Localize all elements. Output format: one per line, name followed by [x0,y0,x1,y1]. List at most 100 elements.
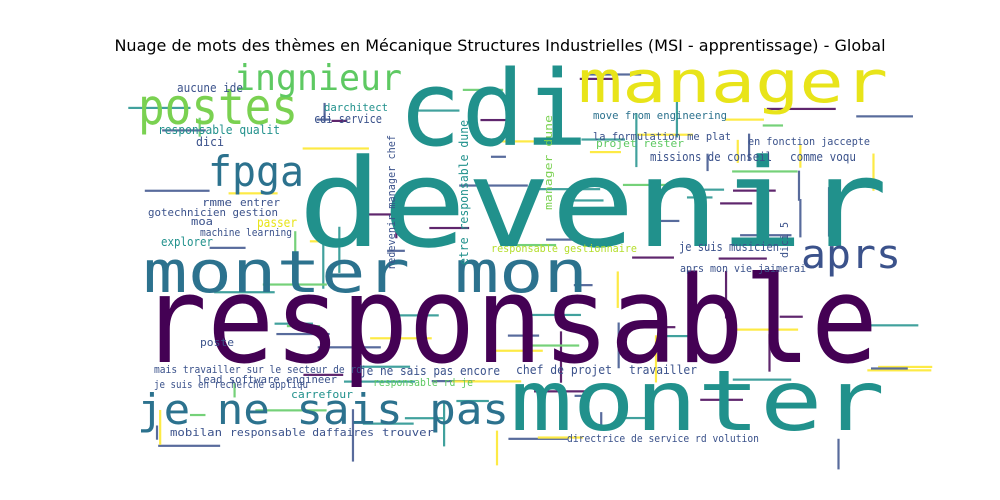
word-10: aprs [801,232,901,278]
filler-mark [338,226,341,273]
filler-mark [762,124,784,127]
filler-mark [309,240,343,243]
filler-mark [837,438,840,470]
filler-mark [664,334,693,338]
word-24: moa [191,215,213,228]
filler-mark [700,398,743,401]
filler-mark [617,322,620,369]
word-20: aucune ide [177,81,243,95]
filler-mark [870,367,908,370]
filler-mark [636,133,694,136]
filler-mark [600,412,603,428]
filler-mark [507,334,540,337]
filler-mark [317,346,381,349]
filler-mark [155,425,159,440]
filler-mark [362,422,414,425]
filler-mark [779,315,803,318]
filler-mark [144,189,210,192]
word-41: je ne sais pas encore [360,364,500,378]
filler-mark [579,77,615,80]
word-44: responsable rd je [373,376,473,389]
word-7: postes [138,78,298,136]
filler-mark [387,249,405,252]
word-34: dici 5 [778,222,791,258]
word-25: passer [257,216,297,231]
filler-mark [459,184,528,187]
filler-mark [732,170,798,173]
filler-mark [343,380,416,383]
filler-mark [546,238,600,241]
filler-mark [274,322,313,325]
word-31: responsable gestionnaire [491,242,637,255]
word-40: carrefour [291,388,353,401]
word-36: poste [200,336,234,349]
filler-mark [362,213,403,216]
filler-mark [486,349,543,352]
word-0: responsable [140,252,878,391]
filler-mark [589,151,621,154]
word-37: mais travailler sur le secteur de rd [154,363,362,376]
word-47: trouver [382,426,434,439]
filler-mark [799,144,802,168]
filler-mark [654,335,658,383]
word-42: chef de projet [516,363,612,377]
word-22: entrer [240,196,280,209]
word-28: redevenir manager chef [385,135,398,270]
filler-mark [872,153,875,191]
filler-mark [452,380,522,383]
filler-mark [635,113,638,168]
filler-mark [559,331,563,383]
filler-mark [294,231,297,261]
chart-title: Nuage de mots des thèmes en Mécanique St… [114,36,886,55]
filler-mark [209,246,246,249]
filler-mark [588,73,642,76]
word-6: je ne sais pas [137,385,509,434]
filler-mark [675,89,679,138]
word-15: comme voqu [790,150,856,164]
filler-mark [462,88,504,91]
filler-mark [573,284,593,287]
filler-mark [523,344,580,347]
filler-mark [262,283,327,286]
word-18: darchitect [324,101,388,114]
filler-mark [526,313,581,317]
word-46: responsable daffaires [230,426,374,439]
word-35: projet rester [596,137,684,150]
filler-mark [480,118,511,122]
filler-mark [863,324,919,327]
word-2: monter [510,352,885,450]
filler-mark [725,118,764,121]
filler-mark [797,170,801,201]
word-43: travailler [629,363,697,377]
filler-mark [747,133,751,161]
filler-mark [867,369,932,372]
filler-mark [720,202,753,205]
filler-mark [429,226,470,230]
word-11: move from engineering [593,109,727,122]
filler-mark [228,192,278,195]
filler-mark [189,413,206,417]
filler-mark [718,257,767,260]
filler-mark [255,409,327,412]
word-3: cdi [398,48,588,170]
filler-mark [158,444,221,447]
word-27: explorer [161,235,213,249]
filler-mark [622,183,697,187]
filler-mark [574,394,589,397]
filler-mark [162,129,206,132]
filler-mark [856,115,913,118]
filler-mark [537,188,601,191]
word-5: monter mon [143,238,588,306]
word-39: lead software engineer [197,373,337,386]
word-26: machine learning [200,226,292,239]
word-17: cdi service [314,112,382,126]
filler-mark [323,102,326,122]
word-8: ingnieur [234,58,402,99]
word-30: manager dune [542,115,555,210]
filler-mark [733,189,776,192]
filler-mark [443,401,446,447]
filler-mark [878,365,933,369]
filler-mark [706,153,709,172]
word-1: devenir [298,133,888,275]
filler-mark [799,199,802,238]
